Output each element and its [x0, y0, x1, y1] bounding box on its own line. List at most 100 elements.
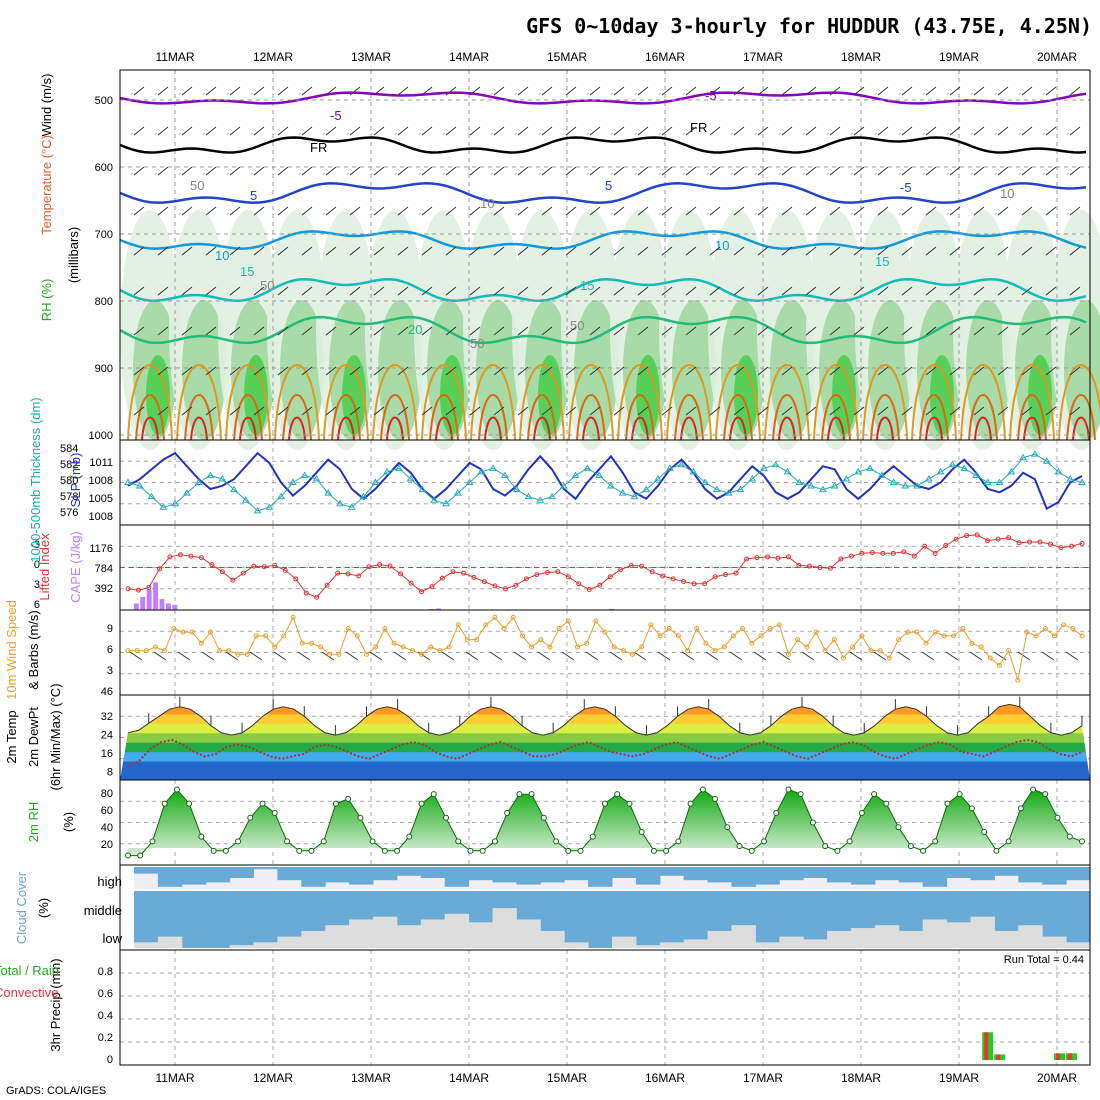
wind-barb	[997, 366, 1009, 376]
wind-barb	[589, 366, 601, 376]
wind10m-barb	[345, 651, 359, 661]
wind-barb	[901, 166, 913, 176]
wind-speed-point	[290, 614, 296, 620]
lifted-index-point	[796, 562, 802, 568]
cloud-gap	[157, 936, 183, 948]
lifted-index-point	[188, 553, 194, 559]
wind-barb	[493, 86, 505, 96]
wind-speed-point	[409, 648, 415, 654]
thickness-point	[724, 489, 733, 496]
wind-speed-point	[364, 651, 369, 657]
wind-ytick: 46	[101, 686, 113, 698]
thickness-point	[512, 485, 521, 493]
wind-speed-point	[813, 629, 819, 635]
rh-area	[128, 789, 1082, 856]
wind-barb	[373, 86, 385, 96]
wind-speed-point	[153, 644, 159, 650]
wind-barb	[253, 286, 265, 296]
wind-barb	[805, 286, 817, 296]
wind-barb	[997, 406, 1009, 416]
wind-barb	[229, 286, 241, 296]
cloud-high-bar	[922, 867, 948, 887]
temp-contour-15	[119, 277, 1087, 303]
wind10m-barb	[801, 651, 815, 661]
cloud-high-bar	[635, 867, 661, 885]
wind-barb	[325, 206, 337, 216]
label-cloud-unit: (%)	[36, 898, 51, 918]
thickness-point	[253, 506, 262, 514]
wind-barb	[637, 246, 649, 256]
thickness-point	[665, 464, 674, 471]
rh-point	[467, 847, 474, 854]
upper-ytick: 500	[95, 95, 113, 107]
wind-speed-point	[767, 625, 773, 631]
wind-barb	[805, 166, 817, 176]
wind-barb	[757, 126, 769, 136]
wind-barb	[661, 406, 673, 416]
wind-barb	[493, 126, 505, 136]
thickness-point	[689, 467, 698, 475]
wind-barb	[469, 366, 481, 376]
lifted-index-point	[555, 569, 561, 575]
wind-speed-point	[932, 629, 938, 635]
wind-speed-point	[1015, 677, 1021, 683]
li-ytick: 3	[34, 579, 40, 591]
lifted-index-point	[733, 570, 739, 576]
lifted-index-point	[460, 570, 466, 576]
wind-barb	[517, 366, 529, 376]
rh-blob-dark	[636, 355, 660, 435]
wind-barb	[637, 326, 649, 336]
wind-barb	[709, 326, 721, 336]
wind-barb	[229, 326, 241, 336]
wind-speed-point	[602, 629, 608, 635]
temp-band	[120, 732, 1090, 743]
temp-contour-30	[723, 394, 753, 441]
cloud-gap	[1066, 942, 1091, 948]
wind-barb	[301, 86, 313, 96]
precip-conv-bar	[984, 1032, 989, 1060]
rh-point	[345, 795, 352, 802]
wind-barb	[685, 86, 697, 96]
temp-contour-25	[1009, 364, 1055, 441]
wind-barb	[829, 366, 841, 376]
wind10m-barb	[633, 651, 647, 661]
wind-barb	[565, 326, 577, 336]
thickness-point	[442, 499, 450, 507]
cloud-middle-label: middle	[84, 903, 122, 918]
lifted-index-point	[712, 574, 718, 580]
wind-barb	[781, 286, 793, 296]
cloud-high-bar	[253, 867, 278, 870]
wind-speed-point	[996, 662, 1002, 668]
label-lifted-index: Lifted Index	[37, 533, 52, 601]
wind-barb	[613, 366, 625, 376]
wind-barb	[925, 206, 937, 216]
label-dewpt: 2m DewPt	[26, 707, 41, 767]
rh-point	[161, 800, 168, 807]
lifted-index-point	[1048, 541, 1054, 547]
wind-barb	[493, 406, 505, 416]
wind-speed-point	[886, 655, 892, 661]
cloud-gap	[659, 942, 685, 948]
date-tick-bottom: 18MAR	[841, 1071, 881, 1085]
wind-barb	[421, 86, 433, 96]
lifted-index-point	[335, 570, 341, 576]
lifted-index-point	[419, 589, 425, 595]
lifted-index-point	[943, 543, 949, 549]
lifted-index-point	[702, 581, 708, 587]
label-cape: CAPE (J/kg)	[68, 531, 83, 603]
lifted-index-point	[660, 573, 666, 579]
wind-barb	[1045, 126, 1057, 136]
wind-barb	[877, 86, 889, 96]
wind-barb	[973, 126, 985, 136]
wind-speed-point	[565, 618, 571, 624]
wind-speed-point	[657, 633, 663, 639]
wind-barb	[469, 246, 481, 256]
wind-barb	[445, 406, 457, 416]
temp-contour-30	[625, 394, 655, 441]
contour-label: 10	[1000, 186, 1014, 201]
wind-barb	[853, 406, 865, 416]
cloud-high-bar	[588, 867, 613, 887]
cape-bar	[159, 599, 165, 610]
chart-title: GFS 0~10day 3-hourly for HUDDUR (43.75E,…	[526, 14, 1092, 38]
wind-barb	[1021, 126, 1033, 136]
